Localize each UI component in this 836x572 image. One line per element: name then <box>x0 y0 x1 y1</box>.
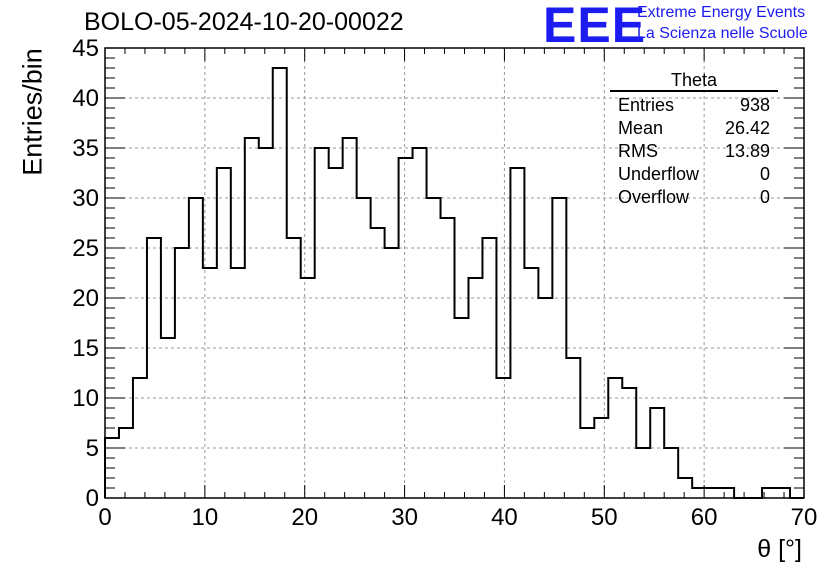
histogram-bin <box>762 488 776 498</box>
stats-value: 13.89 <box>724 141 770 161</box>
x-axis-label: θ [°] <box>757 535 802 563</box>
histogram-bin <box>119 428 133 498</box>
histogram-bin <box>217 168 231 498</box>
x-tick-label: 70 <box>791 504 818 531</box>
histogram-bin <box>510 168 524 498</box>
histogram-bin <box>524 268 538 498</box>
histogram-bin <box>245 138 259 498</box>
histogram-bin <box>161 338 175 498</box>
histogram-bin <box>622 388 636 498</box>
stats-box-title: Theta <box>610 70 778 92</box>
histogram-bin <box>580 428 594 498</box>
y-tick-label: 40 <box>72 85 99 112</box>
x-tick-label: 10 <box>192 504 219 531</box>
stats-label: Entries <box>618 95 675 115</box>
histogram-bin <box>203 268 217 498</box>
y-tick-label: 0 <box>86 485 99 512</box>
histogram-bin <box>105 438 119 498</box>
y-tick-label: 30 <box>72 185 99 212</box>
y-tick-label: 10 <box>72 385 99 412</box>
logo-text-line1: Extreme Energy Events <box>637 4 806 21</box>
x-tick-label: 60 <box>691 504 718 531</box>
histogram-bin <box>399 158 413 498</box>
stats-row-mean: Mean 26.42 <box>610 117 778 140</box>
histogram-bin <box>301 278 315 498</box>
histogram-bin <box>371 228 385 498</box>
histogram-bin <box>706 488 720 498</box>
histogram-bin <box>287 238 301 498</box>
histogram-bin <box>552 198 566 498</box>
histogram-bin <box>538 298 552 498</box>
histogram-bin <box>357 198 371 498</box>
histogram-bin <box>259 148 273 498</box>
histogram-bin <box>482 238 496 498</box>
histogram-bin <box>636 448 650 498</box>
stats-row-underflow: Underflow 0 <box>610 163 778 186</box>
x-tick-label: 20 <box>291 504 318 531</box>
histogram-bin <box>231 268 245 498</box>
histogram-bin <box>692 488 706 498</box>
y-tick-label: 5 <box>86 435 99 462</box>
x-tick-label: 40 <box>491 504 518 531</box>
x-tick-label: 50 <box>591 504 618 531</box>
x-tick-label: 0 <box>98 504 111 531</box>
stats-label: Overflow <box>618 187 690 207</box>
histogram-bin <box>329 168 343 498</box>
histogram-bin <box>385 248 399 498</box>
stats-label: RMS <box>618 141 658 161</box>
logo-text-line2: La Scienza nelle Scuole <box>637 25 808 42</box>
plot-frame <box>104 47 805 499</box>
stats-value: 0 <box>759 164 770 184</box>
histogram-bin <box>455 318 469 498</box>
histogram-bin <box>496 378 510 498</box>
histogram-bin <box>566 358 580 498</box>
y-axis-label: Entries/bin <box>17 48 48 176</box>
y-tick-label: 25 <box>72 235 99 262</box>
histogram-bin <box>664 448 678 498</box>
plot-title: BOLO-05-2024-10-20-00022 <box>84 8 404 36</box>
histogram-bin <box>776 488 790 498</box>
stats-row-entries: Entries 938 <box>610 94 778 117</box>
stats-row-overflow: Overflow 0 <box>610 186 778 209</box>
histogram-bin <box>273 68 287 498</box>
histogram-bin <box>315 148 329 498</box>
histogram-bin <box>468 278 482 498</box>
histogram-line <box>104 67 804 499</box>
histogram-bin <box>720 488 734 498</box>
histogram-bin <box>608 378 622 498</box>
histogram-bin <box>427 198 441 498</box>
eee-logo: EEE <box>543 0 647 53</box>
stats-row-rms: RMS 13.89 <box>610 140 778 163</box>
stats-box: Theta Entries 938 Mean 26.42 RMS 13.89 U… <box>610 70 778 209</box>
y-tick-label: 20 <box>72 285 99 312</box>
histogram-bin <box>650 408 664 498</box>
stats-value: 0 <box>759 187 770 207</box>
histogram-bin <box>133 378 147 498</box>
stats-label: Mean <box>618 118 664 138</box>
histogram-bin <box>175 248 189 498</box>
histogram-bin <box>147 238 161 498</box>
stats-value: 26.42 <box>724 118 770 138</box>
histogram-bin <box>441 218 455 498</box>
histogram-bin <box>343 138 357 498</box>
y-tick-label: 35 <box>72 135 99 162</box>
y-tick-label: 15 <box>72 335 99 362</box>
stats-value: 938 <box>739 95 770 115</box>
y-tick-label: 45 <box>72 35 99 62</box>
histogram-bin <box>189 198 203 498</box>
x-tick-label: 30 <box>391 504 418 531</box>
histogram-bin <box>413 148 427 498</box>
histogram-bin <box>594 418 608 498</box>
stats-label: Underflow <box>618 164 700 184</box>
histogram-bin <box>678 478 692 498</box>
